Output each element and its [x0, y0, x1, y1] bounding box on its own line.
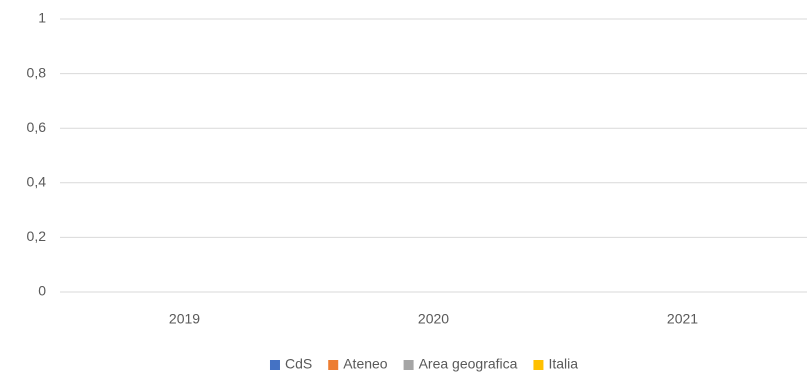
y-tick-label: 1	[38, 10, 46, 26]
y-tick-label: 0,6	[27, 119, 47, 135]
x-tick-label: 2021	[667, 311, 698, 327]
gridlines	[60, 18, 807, 293]
legend-swatch	[403, 360, 414, 370]
legend: CdS Ateneo Area geografica Italia	[269, 356, 578, 372]
legend-swatch	[328, 360, 339, 370]
legend-swatch	[533, 360, 544, 370]
legend-label: CdS	[285, 356, 312, 372]
legend-label: Area geografica	[419, 356, 518, 372]
legend-swatch	[269, 360, 280, 370]
y-axis-ticks: 0 0,2 0,4 0,6 0,8 1	[27, 10, 47, 299]
legend-label: Ateneo	[343, 356, 388, 372]
legend-label: Italia	[548, 356, 578, 372]
legend-item: Ateneo	[328, 356, 388, 372]
x-tick-label: 2019	[169, 311, 200, 327]
legend-item: Italia	[533, 356, 578, 372]
x-axis-ticks: 2019 2020 2021	[169, 311, 698, 327]
y-tick-label: 0,4	[27, 174, 47, 190]
x-tick-label: 2020	[418, 311, 449, 327]
y-tick-label: 0,8	[27, 64, 47, 80]
y-tick-label: 0,2	[27, 228, 47, 244]
y-tick-label: 0	[38, 283, 46, 299]
legend-item: Area geografica	[403, 356, 518, 372]
legend-item: CdS	[269, 356, 312, 372]
